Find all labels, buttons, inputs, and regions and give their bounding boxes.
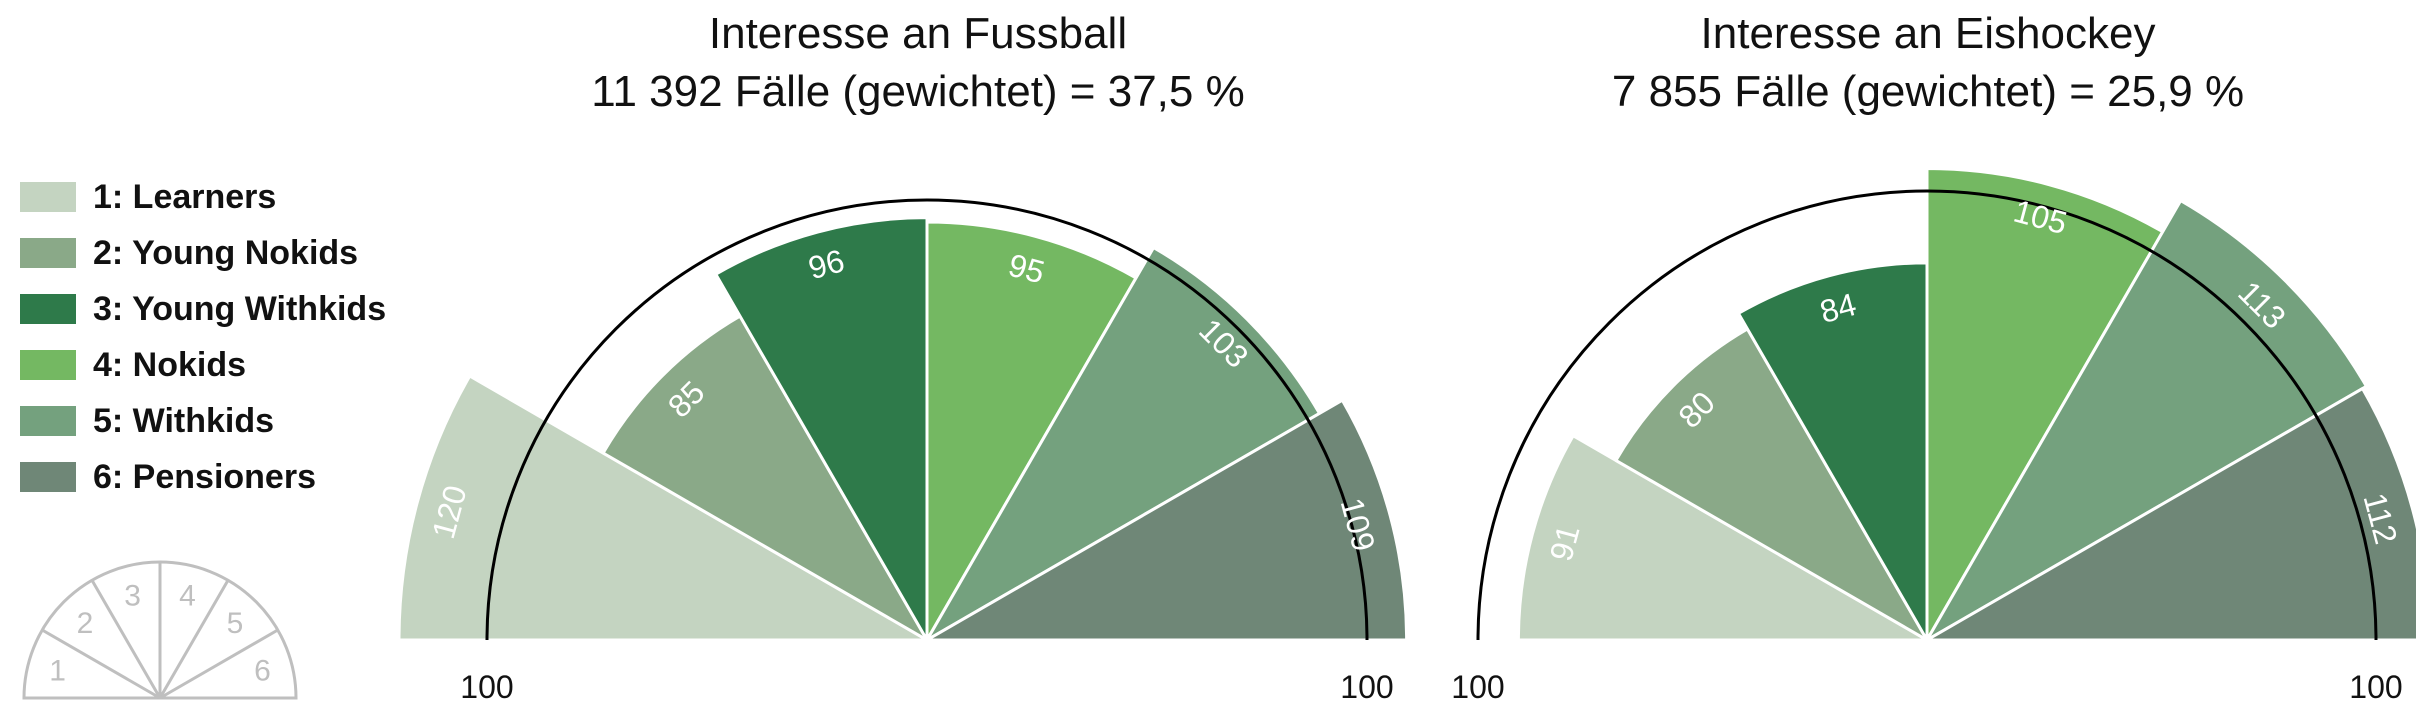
sector-bar	[397, 374, 929, 642]
sector-bar	[1736, 261, 1929, 642]
sector-bar	[1925, 199, 2368, 642]
legend-item: 2: Young Nokids	[20, 234, 358, 272]
legend-item: 5: Withkids	[20, 402, 274, 440]
legend-swatch-1	[20, 182, 76, 212]
key-label: 5	[227, 607, 244, 640]
legend-swatch-5	[20, 406, 76, 436]
legend-swatch-4	[20, 350, 76, 380]
reference-label-left: 100	[1451, 669, 1504, 705]
key-label: 4	[179, 580, 196, 613]
legend-item: 4: Nokids	[20, 346, 246, 384]
sector-bar	[1925, 387, 2416, 642]
sector-bar	[1614, 327, 1929, 642]
key-divider	[159, 628, 279, 700]
sector-bar	[1516, 434, 1929, 642]
legend-swatch-6	[20, 462, 76, 492]
chart-fussball: Interesse an Fussball 11 392 Fälle (gewi…	[397, 9, 1409, 705]
legend: 1: Learners 2: Young Nokids 3: Young Wit…	[20, 178, 386, 496]
reference-arc	[485, 198, 1369, 641]
legend-label-5: 5: Withkids	[93, 402, 274, 440]
sector-bar	[1925, 167, 2165, 642]
legend-label-2: 2: Young Nokids	[93, 234, 358, 272]
reference-label-right: 100	[2349, 669, 2402, 705]
key-label: 1	[49, 655, 66, 688]
key-divider	[41, 628, 161, 700]
chart-subtitle: 11 392 Fälle (gewichtet) = 37,5 %	[591, 67, 1244, 116]
legend-item: 3: Young Withkids	[20, 290, 386, 328]
legend-label-3: 3: Young Withkids	[93, 290, 386, 328]
sector-bar	[601, 314, 929, 642]
legend-swatch-3	[20, 294, 76, 324]
key-outline	[22, 560, 298, 700]
reference-label-right: 100	[1340, 669, 1393, 705]
key-divider	[90, 579, 162, 699]
chart-title: Interesse an Fussball	[709, 9, 1127, 58]
legend-label-6: 6: Pensioners	[93, 458, 316, 496]
legend-item: 6: Pensioners	[20, 458, 316, 496]
sector-bar	[925, 220, 1138, 642]
chart-eishockey: Interesse an Eishockey 7 855 Fälle (gewi…	[1451, 9, 2416, 705]
sector-key-diagram: 123 456	[22, 560, 298, 700]
sector-bar	[925, 246, 1321, 642]
key-label: 6	[254, 655, 271, 688]
chart-subtitle: 7 855 Fälle (gewichtet) = 25,9 %	[1612, 67, 2244, 116]
legend-swatch-2	[20, 238, 76, 268]
key-divider	[158, 579, 230, 699]
legend-label-1: 1: Learners	[93, 178, 276, 216]
reference-arc	[1476, 189, 2378, 641]
key-label: 3	[124, 580, 141, 613]
sector-bar	[925, 398, 1409, 642]
reference-label-left: 100	[460, 669, 513, 705]
legend-item: 1: Learners	[20, 178, 276, 216]
sector-bar	[714, 216, 929, 642]
key-label: 2	[77, 607, 94, 640]
legend-label-4: 4: Nokids	[93, 346, 246, 384]
chart-title: Interesse an Eishockey	[1701, 9, 2156, 58]
